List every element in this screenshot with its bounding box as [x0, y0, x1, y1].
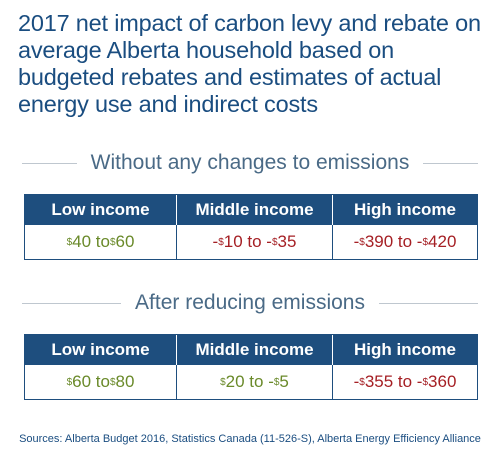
heading-rule-left	[22, 302, 122, 304]
section-heading-1: Without any changes to emissions	[22, 150, 479, 176]
column-header-low: Low income	[25, 335, 177, 365]
impact-table-2: Low income Middle income High income $60…	[24, 334, 478, 400]
heading-rule-right	[378, 302, 478, 304]
cell-middle: - $10 to - $35	[177, 225, 333, 259]
chart-title: 2017 net impact of carbon levy and rebat…	[18, 10, 481, 117]
column-header-middle: Middle income	[177, 335, 333, 365]
table-row: $60 to $80 $20 to - $5 - $355 to - $360	[25, 365, 477, 399]
column-header-low: Low income	[25, 195, 177, 225]
section-heading-label: Without any changes to emissions	[90, 151, 410, 174]
column-header-high: High income	[353, 340, 456, 359]
cell-high: - $355 to - $360	[353, 372, 457, 391]
impact-table-1: Low income Middle income High income $40…	[24, 194, 478, 260]
cell-low: $60 to $80	[25, 365, 177, 399]
heading-rule-left	[22, 162, 77, 164]
cell-middle: $20 to - $5	[177, 365, 333, 399]
column-header-high: High income	[353, 200, 456, 219]
cell-low: $40 to $60	[25, 225, 177, 259]
source-note: Sources: Alberta Budget 2016, Statistics…	[19, 433, 481, 445]
column-header-middle: Middle income	[177, 195, 333, 225]
heading-rule-right	[423, 162, 479, 164]
section-heading-label: After reducing emissions	[135, 291, 365, 314]
table-header-row: Low income Middle income High income	[25, 335, 477, 365]
section-heading-2: After reducing emissions	[22, 290, 478, 316]
table-row: $40 to $60 - $10 to - $35 - $390 to - $420	[25, 225, 477, 259]
table-header-row: Low income Middle income High income	[25, 195, 477, 225]
cell-high: - $390 to - $420	[353, 232, 457, 251]
